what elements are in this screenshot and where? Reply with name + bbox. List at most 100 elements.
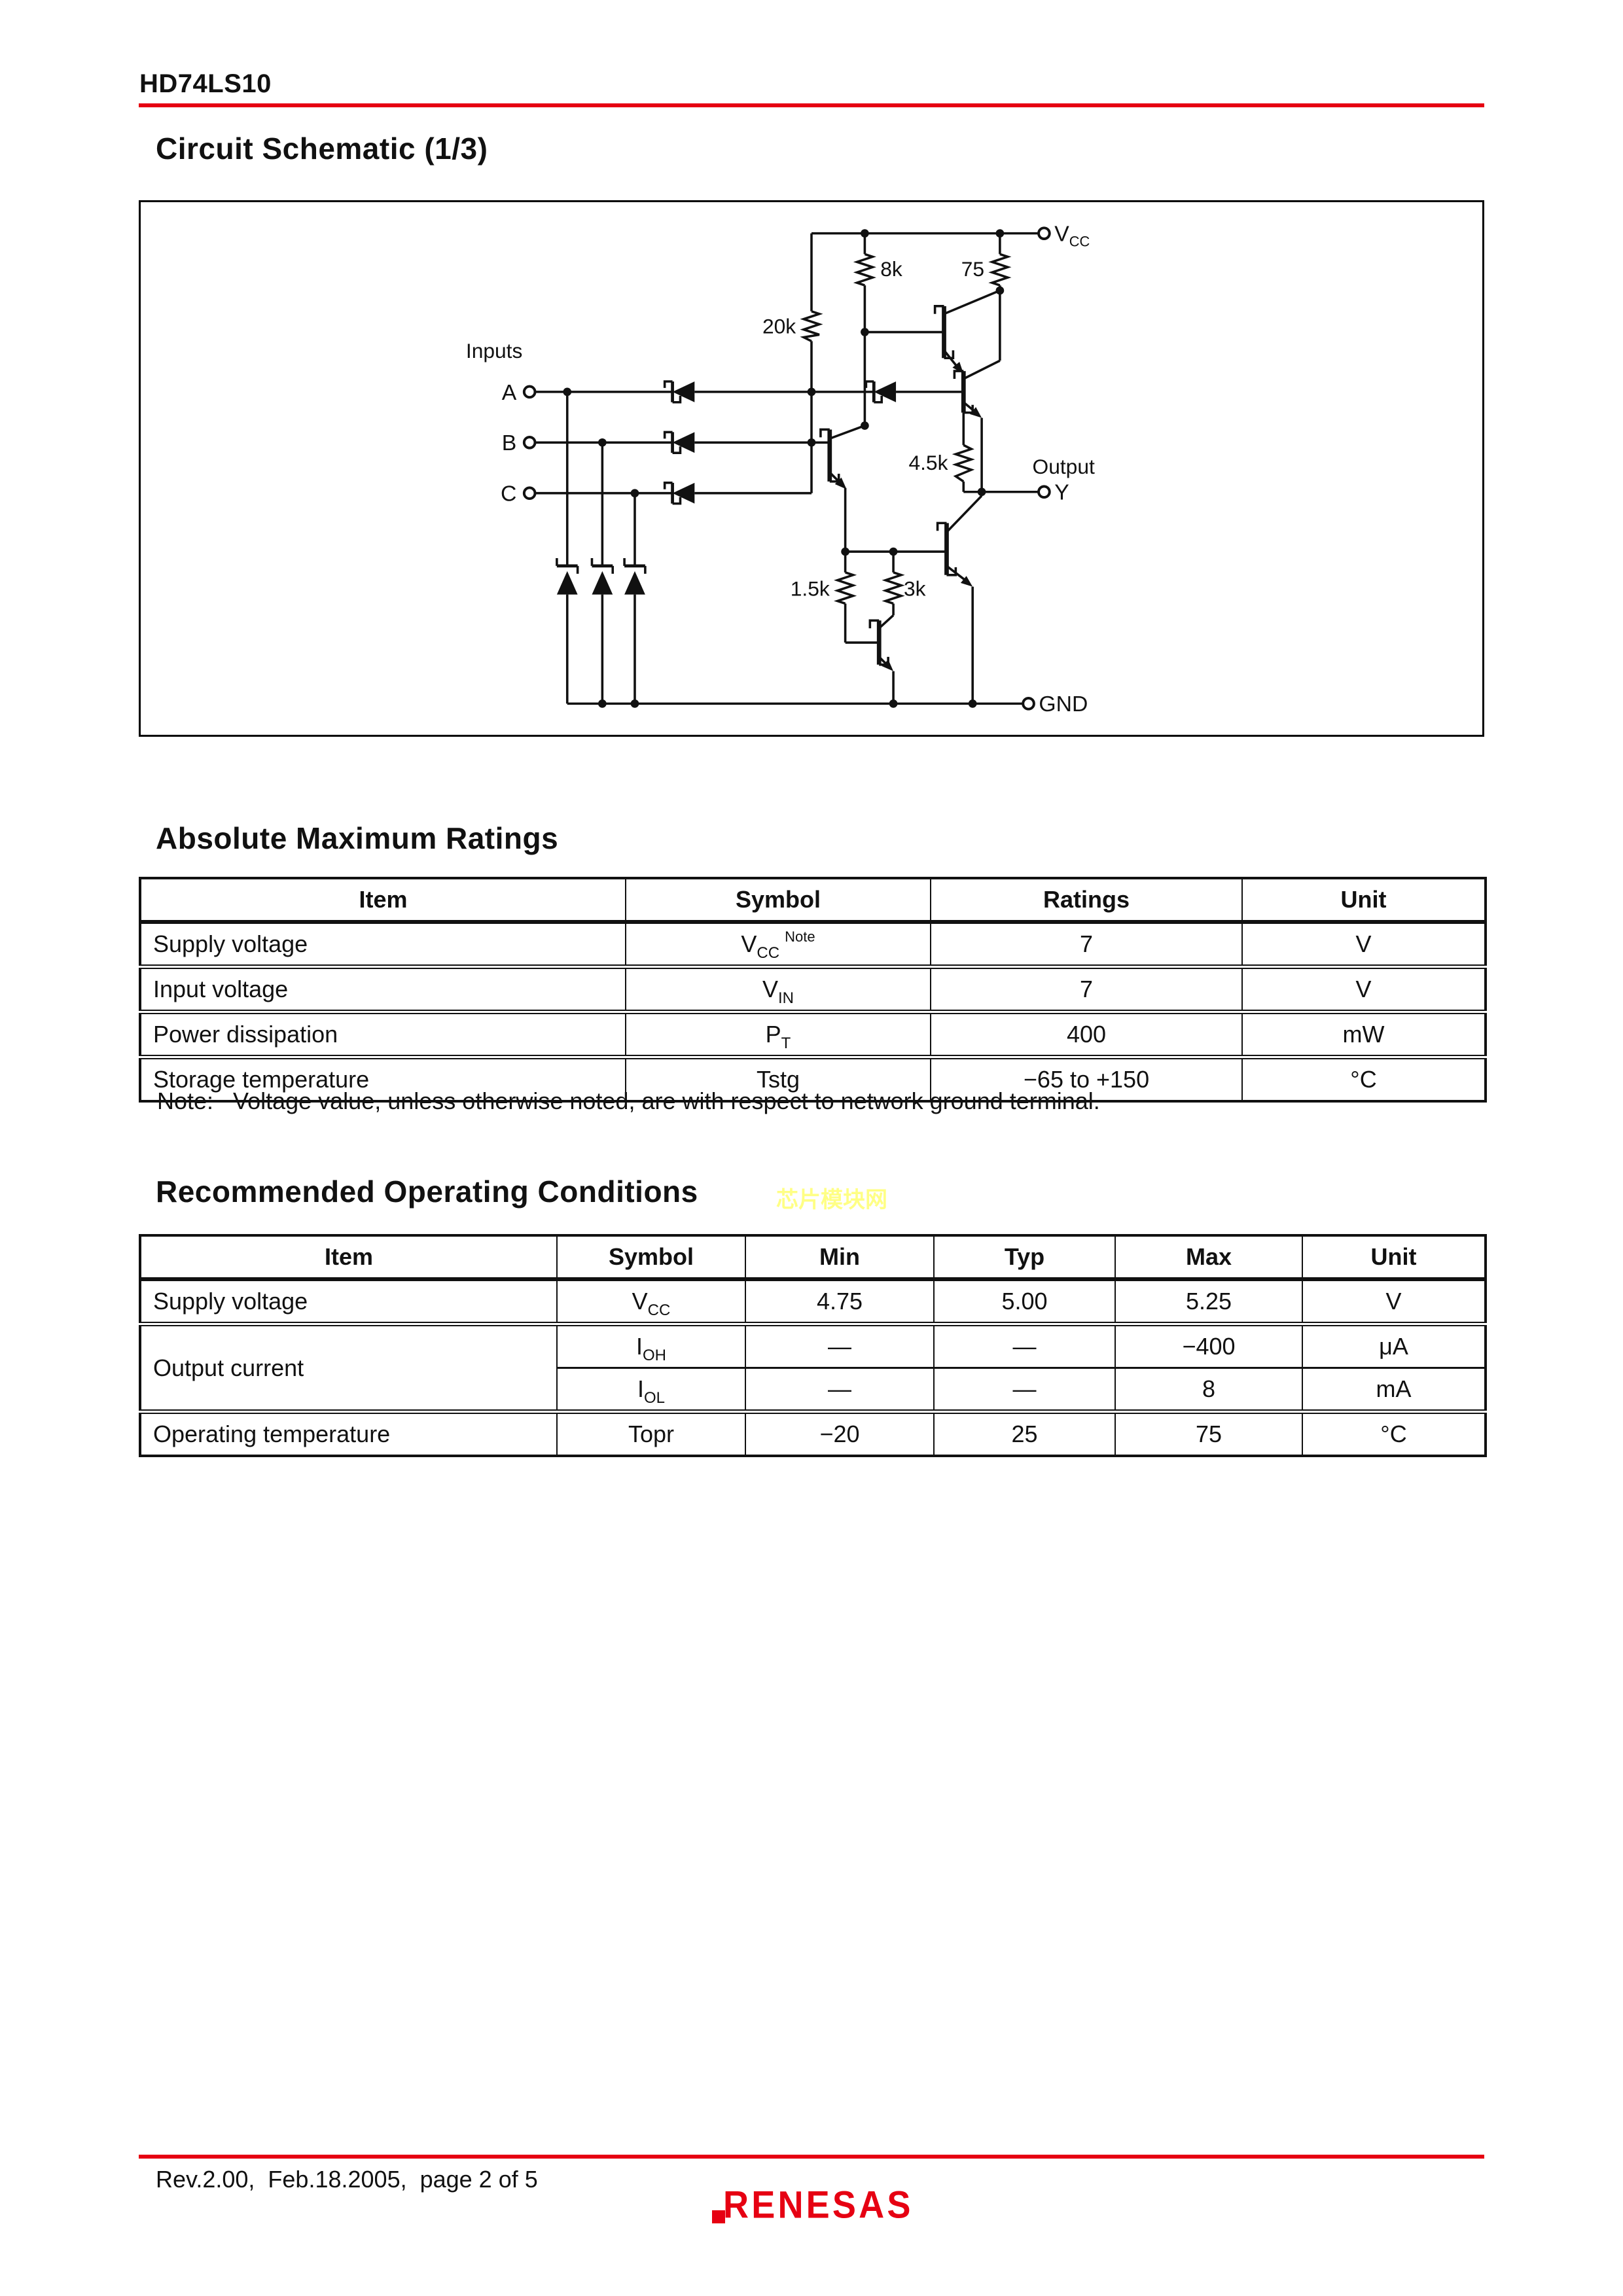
roc-item: Operating temperature (140, 1409, 557, 1456)
junction-dots (563, 229, 1005, 708)
amr-header-row: Item Symbol Ratings Unit (140, 878, 1486, 924)
schematic-wires (536, 232, 1038, 705)
transistor-bars (827, 306, 966, 665)
terminal-input-a (522, 385, 537, 399)
output-label: Output (1033, 455, 1095, 478)
roc-unit: °C (1302, 1409, 1486, 1456)
r8k-label: 8k (880, 257, 902, 281)
resistor-3k (882, 571, 905, 605)
terminal-input-b (522, 435, 537, 450)
roc-min: — (745, 1322, 934, 1368)
section-title-absolute-maximum-ratings: Absolute Maximum Ratings (156, 821, 559, 855)
roc-min: 4.75 (745, 1279, 934, 1324)
transistor-collector-emitter-leads (829, 289, 1001, 669)
roc-min: −20 (745, 1409, 934, 1456)
footer-revision: Rev.2.00, Feb.18.2005, page 2 of 5 (156, 2166, 538, 2193)
emitter-arrowheads (834, 362, 982, 671)
table-row: Power dissipation PT 400 mW (140, 1010, 1486, 1057)
resistor-1p5k (834, 571, 857, 605)
table-row: Storage temperature Tstg −65 to +150 °C (140, 1055, 1486, 1101)
roc-symbol: Topr (556, 1409, 745, 1456)
r20k-label: 20k (762, 315, 796, 338)
input-a-label: A (502, 380, 517, 405)
doc-number: HD74LS10 (139, 69, 272, 98)
roc-max: 75 (1115, 1409, 1302, 1456)
roc-max: −400 (1115, 1322, 1302, 1368)
resistor-75 (988, 253, 1012, 287)
roc-header-min: Min (745, 1235, 934, 1281)
table-row: Output current IOH — — −400 μA (140, 1322, 1486, 1412)
roc-typ: 5.00 (933, 1279, 1115, 1324)
schematic-labels: Inputs A B C VCC GND Output Y 20k 8k 75 … (466, 222, 1095, 717)
amr-unit: V (1241, 922, 1486, 967)
roc-typ: — (933, 1367, 1115, 1412)
watermark-text: 芯片模块网 (776, 1188, 887, 1212)
diode-cathode-hooks (663, 380, 883, 505)
roc-symbol: VCC (556, 1279, 745, 1324)
table-row: Input voltage VIN 7 V (140, 964, 1486, 1012)
transistors (819, 289, 1001, 671)
clamp-cathode-hooks (556, 557, 647, 574)
footer-rule (139, 2155, 1484, 2159)
input-c-label: C (501, 482, 516, 506)
amr-symbol: VIN (625, 964, 931, 1012)
amr-note: Note: Voltage value, unless otherwise no… (157, 1087, 1100, 1114)
roc-item: Output current (140, 1322, 557, 1412)
roc-unit: V (1302, 1279, 1486, 1324)
clamp-triangles (556, 571, 645, 595)
terminal-input-c (522, 486, 537, 501)
roc-max: 8 (1115, 1367, 1302, 1412)
r45k-label: 4.5k (908, 451, 948, 474)
r75-label: 75 (961, 257, 984, 281)
amr-item: Supply voltage (153, 930, 308, 957)
resistor-8k (853, 253, 876, 287)
roc-symbol: IOH (556, 1322, 745, 1368)
amr-table: Item Symbol Ratings Unit Supply voltage … (139, 877, 1487, 1103)
r15k-label: 1.5k (791, 577, 830, 601)
roc-unit: mA (1302, 1367, 1486, 1412)
resistors (800, 253, 1012, 605)
amr-header-symbol: Symbol (625, 878, 931, 924)
amr-unit: V (1241, 964, 1486, 1012)
renesas-logo: RENESAS (712, 2184, 916, 2227)
diode-cathode-bars (671, 381, 876, 504)
amr-item: Storage temperature (140, 1055, 626, 1101)
table-row: Supply voltage VCCNote 7 V (140, 922, 1486, 967)
amr-header-ratings: Ratings (930, 878, 1242, 924)
section-title-circuit-schematic: Circuit Schematic (1/3) (156, 132, 488, 166)
circuit-schematic-svg: Inputs A B C VCC GND Output Y 20k 8k 75 … (466, 222, 1095, 717)
amr-header-unit: Unit (1241, 878, 1486, 924)
amr-rating: 7 (930, 922, 1242, 967)
amr-symbol: Tstg (625, 1055, 931, 1101)
terminals (522, 226, 1051, 711)
inputs-label: Inputs (466, 339, 523, 362)
roc-unit: μA (1302, 1322, 1486, 1368)
roc-symbol: IOL (556, 1367, 745, 1412)
clamp-diodes (556, 557, 647, 595)
amr-symbol: PT (625, 1010, 931, 1057)
table-row: IOL — — 8 mA (140, 1367, 1486, 1412)
roc-min: — (745, 1367, 934, 1412)
resistor-20k (800, 310, 823, 343)
amr-unit: °C (1241, 1055, 1486, 1101)
roc-header-max: Max (1115, 1235, 1302, 1281)
roc-item: Supply voltage (153, 1288, 308, 1315)
gnd-label: GND (1039, 692, 1088, 716)
input-diodes (663, 380, 897, 505)
schematic-box: Inputs A B C VCC GND Output Y 20k 8k 75 … (139, 200, 1484, 737)
renesas-logo-square (712, 2210, 725, 2223)
roc-typ: — (933, 1322, 1115, 1368)
roc-header-row: Item Symbol Min Typ Max Unit (140, 1235, 1486, 1281)
terminal-output-y (1037, 485, 1051, 499)
terminal-vcc (1037, 226, 1051, 240)
roc-header-item: Item (140, 1235, 557, 1281)
r3k-label: 3k (904, 577, 926, 601)
renesas-logo-text: RENESAS (723, 2183, 914, 2227)
amr-rating: 400 (930, 1010, 1242, 1057)
roc-typ: 25 (933, 1409, 1115, 1456)
header-rule (139, 103, 1484, 107)
amr-item: Input voltage (140, 964, 626, 1012)
amr-rating: 7 (930, 964, 1242, 1012)
amr-symbol: VCCNote (625, 922, 931, 967)
amr-rating: −65 to +150 (930, 1055, 1242, 1101)
